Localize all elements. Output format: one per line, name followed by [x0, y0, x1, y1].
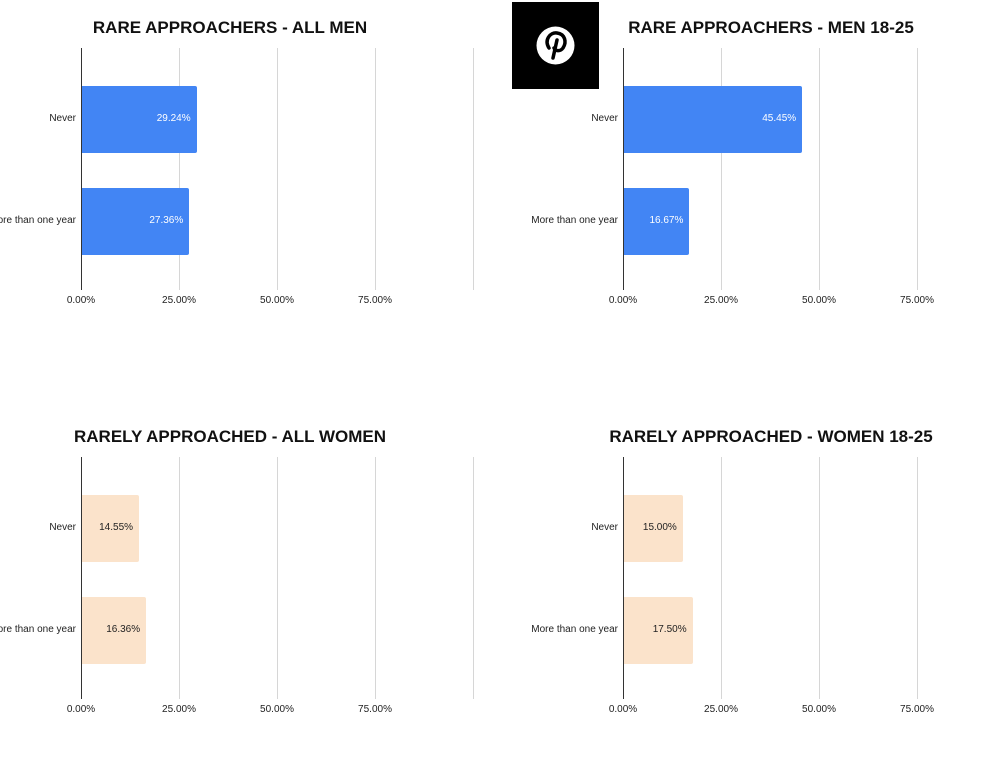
- x-tick-label: 50.00%: [802, 704, 836, 715]
- category-label: More than one year: [531, 215, 618, 226]
- bar-more-than-one-year[interactable]: [82, 597, 147, 664]
- data-label: 17.50%: [652, 624, 687, 635]
- x-tick-label: 0.00%: [66, 704, 96, 715]
- category-label: Never: [49, 113, 76, 124]
- x-tick-label: 50.00%: [260, 295, 294, 306]
- data-label: 14.55%: [99, 522, 134, 533]
- chart-title: RARELY APPROACHED - WOMEN 18-25: [609, 427, 933, 446]
- data-label: 27.36%: [149, 215, 184, 226]
- chart-title: RARELY APPROACHED - ALL WOMEN: [73, 427, 387, 446]
- category-label: Never: [49, 522, 76, 533]
- x-tick-label: 50.00%: [260, 704, 294, 715]
- gridline: [473, 48, 474, 290]
- y-axis-line: [81, 457, 82, 699]
- gridline: [473, 457, 474, 699]
- category-label: More than one year: [0, 624, 76, 635]
- bar-never[interactable]: [82, 495, 140, 562]
- gridline: [179, 48, 180, 290]
- data-label: 15.00%: [642, 522, 677, 533]
- category-label: Never: [591, 113, 618, 124]
- x-tick-label: 0.00%: [66, 295, 96, 306]
- category-label: More than one year: [0, 215, 76, 226]
- gridline: [277, 457, 278, 699]
- x-tick-label: 75.00%: [900, 295, 934, 306]
- x-tick-label: 25.00%: [704, 704, 738, 715]
- chart-title: RARE APPROACHERS - ALL MEN: [92, 18, 368, 37]
- data-label: 45.45%: [762, 113, 797, 124]
- y-axis-line: [623, 457, 624, 699]
- x-tick-label: 25.00%: [704, 295, 738, 306]
- gridline: [277, 48, 278, 290]
- gridline: [721, 48, 722, 290]
- bar-more-than-one-year[interactable]: [624, 188, 690, 255]
- bar-more-than-one-year[interactable]: [82, 188, 190, 255]
- bar-never[interactable]: [82, 86, 197, 153]
- bar-never[interactable]: [624, 86, 803, 153]
- bar-never[interactable]: [624, 495, 683, 562]
- gridline: [917, 48, 918, 290]
- y-axis-line: [81, 48, 82, 290]
- category-label: More than one year: [531, 624, 618, 635]
- gridline: [819, 48, 820, 290]
- x-tick-label: 75.00%: [900, 704, 934, 715]
- x-tick-label: 0.00%: [608, 295, 638, 306]
- data-label: 16.36%: [106, 624, 141, 635]
- x-tick-label: 25.00%: [162, 704, 196, 715]
- gridline: [917, 457, 918, 699]
- category-label: Never: [591, 522, 618, 533]
- pinterest-logo-icon[interactable]: [512, 2, 599, 89]
- data-label: 16.67%: [649, 215, 684, 226]
- x-tick-label: 75.00%: [358, 704, 392, 715]
- chart-3: RARELY APPROACHED - ALL WOMEN 14.55% Never…: [0, 409, 1006, 783]
- chart-4: RARELY APPROACHED - WOMEN 18-25 15.00% Nev…: [0, 409, 1006, 783]
- chart-2: RARE APPROACHERS - MEN 18-25 45.45% Never 1…: [0, 0, 1006, 374]
- chart-title: RARE APPROACHERS - MEN 18-25: [628, 18, 914, 37]
- x-tick-label: 25.00%: [162, 295, 196, 306]
- x-tick-label: 75.00%: [358, 295, 392, 306]
- gridline: [375, 48, 376, 290]
- gridline: [375, 457, 376, 699]
- gridline: [721, 457, 722, 699]
- x-tick-label: 50.00%: [802, 295, 836, 306]
- x-tick-label: 0.00%: [608, 704, 638, 715]
- chart-1: RARE APPROACHERS - ALL MEN 29.24% Never 27.…: [0, 0, 1006, 374]
- data-label: 29.24%: [156, 113, 191, 124]
- bar-more-than-one-year[interactable]: [624, 597, 693, 664]
- gridline: [179, 457, 180, 699]
- gridline: [819, 457, 820, 699]
- y-axis-line: [623, 48, 624, 290]
